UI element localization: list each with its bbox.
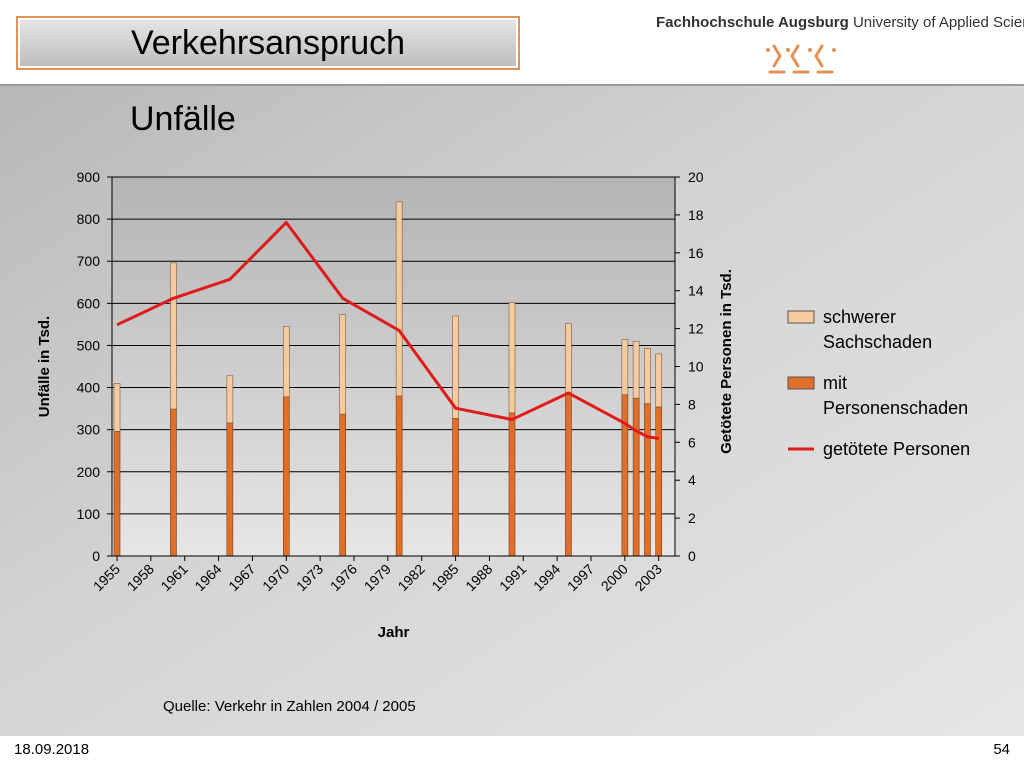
y2-tick-label: 20 xyxy=(688,169,704,185)
line-getoetete-personen xyxy=(116,220,659,440)
x-tick-label: 1976 xyxy=(327,561,360,594)
x-tick-label: 1961 xyxy=(157,561,190,594)
x-tick-label: 1982 xyxy=(394,561,427,594)
y2-tick-label: 14 xyxy=(688,283,704,299)
y2-tick-label: 8 xyxy=(688,396,696,412)
bar-personenschaden xyxy=(565,392,572,557)
legend-label-sachschaden-line2: Sachschaden xyxy=(823,332,932,352)
bar-sachschaden xyxy=(508,302,516,414)
y-tick-label: 800 xyxy=(77,211,101,227)
institution-name-rest: University of Applied Sciences xyxy=(852,14,1024,31)
y2-tick-label: 12 xyxy=(688,321,704,337)
legend-swatch-personenschaden xyxy=(787,376,815,390)
y-tick-label: 100 xyxy=(77,506,101,522)
x-tick-label: 1958 xyxy=(124,561,157,594)
x-tick-label: 1955 xyxy=(90,561,123,594)
source-note: Quelle: Verkehr in Zahlen 2004 / 2005 xyxy=(163,698,416,715)
slide-subtitle: Unfälle xyxy=(130,100,236,138)
legend-label-getoetete: getötete Personen xyxy=(823,439,970,459)
institution-name-bold: Fachhochschule Augsburg xyxy=(656,14,849,31)
bar-personenschaden xyxy=(226,422,234,557)
legend-label-personenschaden-line2: Personenschaden xyxy=(823,398,968,418)
bar-sachschaden xyxy=(282,326,290,398)
y2-tick-label: 6 xyxy=(688,434,696,450)
bar-sachschaden xyxy=(632,340,640,399)
x-tick-label: 1988 xyxy=(462,561,495,594)
x-tick-label: 1997 xyxy=(564,561,597,594)
y-tick-label: 0 xyxy=(92,548,100,564)
bar-personenschaden xyxy=(621,394,629,557)
y2-tick-label: 18 xyxy=(688,207,704,223)
x-tick-label: 1967 xyxy=(225,561,258,594)
x-tick-label: 1970 xyxy=(259,561,292,594)
university-logo-icon xyxy=(766,44,836,74)
institution-name: Fachhochschule Augsburg University of Ap… xyxy=(656,14,1024,31)
bar-sachschaden xyxy=(170,262,177,410)
x-tick-label: 2000 xyxy=(598,561,631,594)
page-number: 54 xyxy=(993,741,1010,758)
x-axis-label: Jahr xyxy=(378,624,410,641)
bar-sachschaden xyxy=(339,314,347,415)
y2-tick-label: 4 xyxy=(688,472,696,488)
x-tick-label: 1994 xyxy=(530,561,563,594)
bar-sachschaden xyxy=(655,353,663,408)
x-tick-label: 1964 xyxy=(191,561,224,594)
legend-label-sachschaden: schwerer xyxy=(823,307,896,327)
legend-label-personenschaden: mit xyxy=(823,373,847,393)
y2-tick-label: 10 xyxy=(688,359,704,375)
y-tick-label: 900 xyxy=(77,169,101,185)
x-tick-label: 1973 xyxy=(293,561,326,594)
y2-axis-label: Getötete Personen in Tsd. xyxy=(718,269,735,454)
y-tick-label: 500 xyxy=(77,337,101,353)
x-tick-label: 1985 xyxy=(428,561,461,594)
y-tick-label: 400 xyxy=(77,380,101,396)
bar-sachschaden xyxy=(565,323,572,393)
bar-sachschaden xyxy=(452,315,459,419)
bar-personenschaden xyxy=(339,413,347,557)
bar-personenschaden xyxy=(170,408,177,557)
y-tick-label: 700 xyxy=(77,253,101,269)
header-divider xyxy=(0,84,1024,86)
bar-personenschaden xyxy=(452,417,459,557)
y2-tick-label: 16 xyxy=(688,245,704,261)
bar-sachschaden xyxy=(621,339,629,396)
bar-sachschaden xyxy=(395,201,403,397)
plot-area xyxy=(112,177,675,556)
bar-sachschaden xyxy=(226,375,234,424)
bar-personenschaden xyxy=(655,406,663,557)
x-tick-label: 2003 xyxy=(631,561,664,594)
y-axis-label: Unfälle in Tsd. xyxy=(36,316,53,417)
bar-personenschaden xyxy=(395,395,403,557)
x-tick-label: 1979 xyxy=(361,561,394,594)
y-tick-label: 300 xyxy=(77,422,101,438)
bar-sachschaden xyxy=(644,348,651,404)
y2-tick-label: 2 xyxy=(688,510,696,526)
bar-personenschaden xyxy=(644,403,651,557)
bar-sachschaden xyxy=(113,383,121,432)
bar-personenschaden xyxy=(113,431,121,557)
x-tick-label: 1991 xyxy=(496,561,529,594)
legend-swatch-sachschaden xyxy=(787,310,815,324)
slide-title-box: Verkehrsanspruch xyxy=(16,16,520,70)
y-tick-label: 600 xyxy=(77,295,101,311)
bar-personenschaden xyxy=(508,412,516,557)
y2-tick-label: 0 xyxy=(688,548,696,564)
footer-date: 18.09.2018 xyxy=(14,741,90,758)
bar-personenschaden xyxy=(282,396,290,557)
y-tick-label: 200 xyxy=(77,464,101,480)
slide-title: Verkehrsanspruch xyxy=(130,23,406,62)
bar-personenschaden xyxy=(632,397,640,557)
